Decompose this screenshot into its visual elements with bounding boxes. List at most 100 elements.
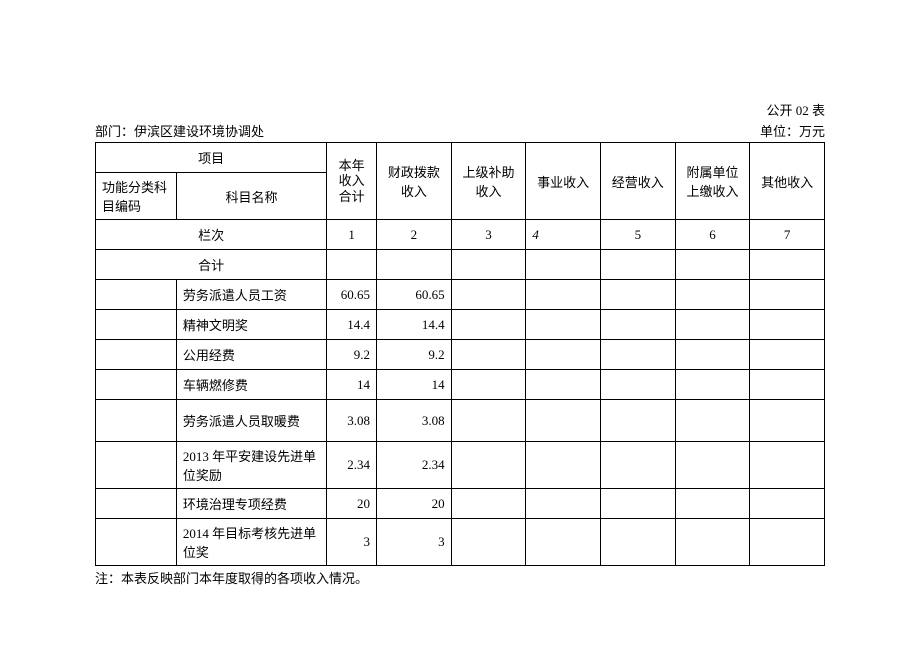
cell-name: 劳务派遣人员工资 [176,280,326,310]
cell-code [96,340,177,370]
cell-c7 [750,519,825,566]
cell-c5 [600,400,675,442]
cell-code [96,519,177,566]
cell-c7 [750,400,825,442]
form-code: 公开 02 表 [95,100,825,119]
cell-c4 [526,489,601,519]
heji-3 [451,250,526,280]
table-row: 2013 年平安建设先进单位奖励2.342.34 [96,442,825,489]
heji-6 [675,250,750,280]
cell-c2: 20 [377,489,452,519]
cell-c3 [451,400,526,442]
header-row: 部门：伊滨区建设环境协调处 单位：万元 [95,121,825,140]
table-row: 2014 年目标考核先进单位奖33 [96,519,825,566]
cell-c3 [451,280,526,310]
cell-c2: 3 [377,519,452,566]
cell-code [96,489,177,519]
department-label: 部门：伊滨区建设环境协调处 [95,121,264,140]
footnote: 注：本表反映部门本年度取得的各项收入情况。 [95,568,825,587]
n3: 3 [451,220,526,250]
cell-c1: 2.34 [327,442,377,489]
heji-row: 合计 [96,250,825,280]
cell-code [96,280,177,310]
cell-c4 [526,370,601,400]
cell-name: 2014 年目标考核先进单位奖 [176,519,326,566]
cell-c7 [750,442,825,489]
heji-5 [600,250,675,280]
cell-c4 [526,400,601,442]
cell-c1: 20 [327,489,377,519]
cell-c5 [600,370,675,400]
cell-code [96,400,177,442]
cell-name: 环境治理专项经费 [176,489,326,519]
cell-c7 [750,370,825,400]
col-code: 功能分类科目编码 [96,173,177,220]
cell-name: 公用经费 [176,340,326,370]
cell-c5 [600,340,675,370]
cell-c1: 14.4 [327,310,377,340]
lanci-row: 栏次 1 2 3 4 5 6 7 [96,220,825,250]
table-row: 环境治理专项经费2020 [96,489,825,519]
unit-label: 单位：万元 [760,121,825,140]
cell-c2: 14 [377,370,452,400]
col-2: 财政拨款收入 [377,143,452,220]
heji-1 [327,250,377,280]
table-row: 精神文明奖14.414.4 [96,310,825,340]
cell-c5 [600,310,675,340]
col-4: 事业收入 [526,143,601,220]
col-5: 经营收入 [600,143,675,220]
col-6: 附属单位上缴收入 [675,143,750,220]
cell-c6 [675,280,750,310]
cell-c6 [675,400,750,442]
cell-c6 [675,442,750,489]
header-row-1: 项目 本年收入合计 财政拨款收入 上级补助收入 事业收入 经营收入 附属单位上缴… [96,143,825,173]
n1: 1 [327,220,377,250]
cell-c6 [675,310,750,340]
col-name: 科目名称 [176,173,326,220]
cell-name: 2013 年平安建设先进单位奖励 [176,442,326,489]
cell-name: 精神文明奖 [176,310,326,340]
cell-c7 [750,489,825,519]
cell-c1: 9.2 [327,340,377,370]
cell-c6 [675,370,750,400]
cell-c1: 14 [327,370,377,400]
heji-4 [526,250,601,280]
cell-c2: 2.34 [377,442,452,489]
cell-c4 [526,442,601,489]
n5: 5 [600,220,675,250]
cell-c3 [451,519,526,566]
cell-c6 [675,340,750,370]
cell-c2: 60.65 [377,280,452,310]
cell-c3 [451,489,526,519]
cell-c3 [451,310,526,340]
cell-c1: 3.08 [327,400,377,442]
table-row: 公用经费9.29.2 [96,340,825,370]
cell-c7 [750,280,825,310]
heji-7 [750,250,825,280]
cell-c3 [451,340,526,370]
n4: 4 [526,220,601,250]
cell-c7 [750,340,825,370]
cell-c6 [675,489,750,519]
lanci-label: 栏次 [96,220,327,250]
cell-c5 [600,442,675,489]
cell-c2: 3.08 [377,400,452,442]
col-7: 其他收入 [750,143,825,220]
cell-c5 [600,489,675,519]
cell-c7 [750,310,825,340]
cell-c2: 14.4 [377,310,452,340]
cell-c5 [600,519,675,566]
table-row: 劳务派遣人员工资60.6560.65 [96,280,825,310]
n6: 6 [675,220,750,250]
cell-code [96,310,177,340]
cell-c3 [451,370,526,400]
cell-code [96,442,177,489]
cell-name: 劳务派遣人员取暖费 [176,400,326,442]
cell-name: 车辆燃修费 [176,370,326,400]
cell-c2: 9.2 [377,340,452,370]
heji-2 [377,250,452,280]
cell-c4 [526,519,601,566]
table-row: 劳务派遣人员取暖费3.083.08 [96,400,825,442]
cell-c4 [526,280,601,310]
table-row: 车辆燃修费1414 [96,370,825,400]
